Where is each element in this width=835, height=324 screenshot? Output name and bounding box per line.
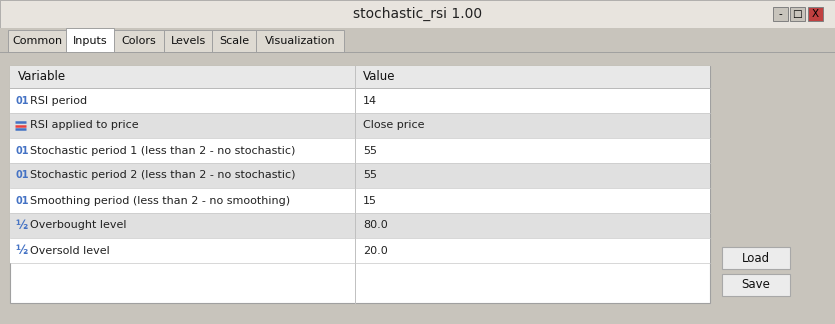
FancyBboxPatch shape xyxy=(10,66,710,303)
FancyBboxPatch shape xyxy=(8,30,66,52)
Text: Stochastic period 2 (less than 2 - no stochastic): Stochastic period 2 (less than 2 - no st… xyxy=(30,170,296,180)
Text: Overbought level: Overbought level xyxy=(30,221,126,230)
Text: X: X xyxy=(812,9,818,19)
FancyBboxPatch shape xyxy=(0,28,835,54)
Text: Load: Load xyxy=(742,251,770,264)
FancyBboxPatch shape xyxy=(164,30,212,52)
Text: 80.0: 80.0 xyxy=(363,221,387,230)
Text: Colors: Colors xyxy=(122,36,156,46)
FancyBboxPatch shape xyxy=(807,7,822,21)
Text: 20.0: 20.0 xyxy=(363,246,387,256)
FancyBboxPatch shape xyxy=(722,274,790,296)
FancyBboxPatch shape xyxy=(10,163,710,188)
FancyBboxPatch shape xyxy=(790,7,804,21)
Text: 55: 55 xyxy=(363,170,377,180)
Text: 01: 01 xyxy=(15,145,28,156)
Text: Oversold level: Oversold level xyxy=(30,246,109,256)
Text: Stochastic period 1 (less than 2 - no stochastic): Stochastic period 1 (less than 2 - no st… xyxy=(30,145,296,156)
FancyBboxPatch shape xyxy=(10,188,710,213)
Text: 01: 01 xyxy=(15,170,28,180)
FancyBboxPatch shape xyxy=(722,247,790,269)
Text: stochastic_rsi 1.00: stochastic_rsi 1.00 xyxy=(353,7,482,21)
FancyBboxPatch shape xyxy=(66,28,114,52)
Text: Variable: Variable xyxy=(18,71,66,84)
Text: RSI applied to price: RSI applied to price xyxy=(30,121,139,131)
Text: 01: 01 xyxy=(15,96,28,106)
Text: Levels: Levels xyxy=(170,36,205,46)
Text: Value: Value xyxy=(363,71,396,84)
Text: Smoothing period (less than 2 - no smoothing): Smoothing period (less than 2 - no smoot… xyxy=(30,195,290,205)
FancyBboxPatch shape xyxy=(114,30,164,52)
Text: Common: Common xyxy=(12,36,62,46)
Text: -: - xyxy=(778,9,782,19)
Text: 14: 14 xyxy=(363,96,377,106)
Text: Scale: Scale xyxy=(219,36,249,46)
FancyBboxPatch shape xyxy=(10,213,710,238)
FancyBboxPatch shape xyxy=(0,0,835,28)
FancyBboxPatch shape xyxy=(772,7,787,21)
Text: 55: 55 xyxy=(363,145,377,156)
FancyBboxPatch shape xyxy=(212,30,256,52)
Text: □: □ xyxy=(792,9,802,19)
Text: ½: ½ xyxy=(15,219,28,232)
Text: Save: Save xyxy=(741,279,771,292)
FancyBboxPatch shape xyxy=(10,238,710,263)
Text: RSI period: RSI period xyxy=(30,96,87,106)
Text: Inputs: Inputs xyxy=(73,36,108,46)
FancyBboxPatch shape xyxy=(256,30,344,52)
Text: Close price: Close price xyxy=(363,121,424,131)
FancyBboxPatch shape xyxy=(10,138,710,163)
FancyBboxPatch shape xyxy=(0,52,835,324)
Text: 01: 01 xyxy=(15,195,28,205)
FancyBboxPatch shape xyxy=(10,113,710,138)
Text: Visualization: Visualization xyxy=(265,36,336,46)
Text: ½: ½ xyxy=(15,244,28,257)
FancyBboxPatch shape xyxy=(10,88,710,113)
FancyBboxPatch shape xyxy=(10,66,710,88)
Text: 15: 15 xyxy=(363,195,377,205)
